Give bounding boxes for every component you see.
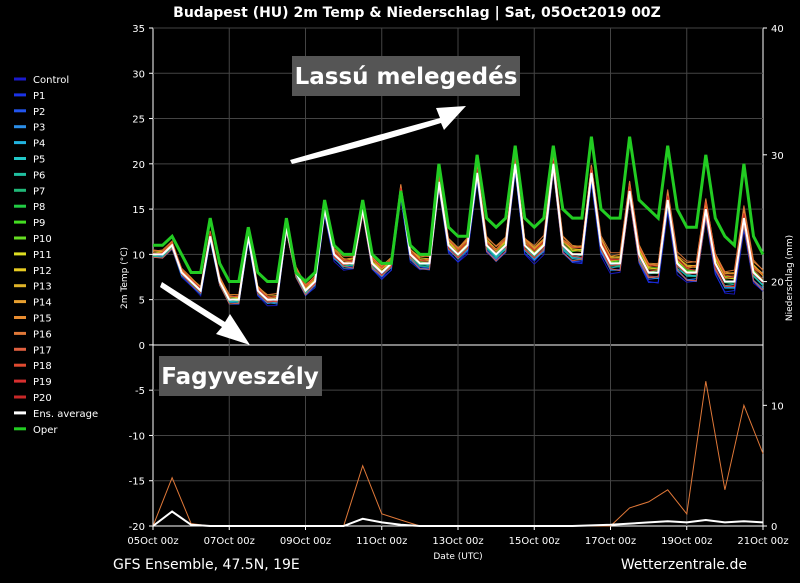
y-tick-label: 30	[132, 69, 145, 80]
y2-axis-ticks: 40 30 20 10 0	[763, 24, 784, 533]
legend-item: P15	[33, 314, 52, 325]
y2-tick-label: 0	[771, 522, 777, 533]
y-tick-label: 5	[139, 296, 145, 307]
x-axis-ticks: 05Oct 00z 07Oct 00z 09Oct 00z 11Oct 00z 13Oc…	[127, 526, 789, 547]
x-tick-label: 09Oct 00z	[280, 536, 331, 547]
legend-item: P1	[33, 91, 45, 102]
legend-item: P2	[33, 107, 45, 118]
legend-item: P11	[33, 250, 52, 261]
x-tick-label: 07Oct 00z	[204, 536, 255, 547]
y-tick-label: 10	[132, 250, 145, 261]
warming-annotation: Lassú melegedés	[290, 56, 520, 164]
frost-banner	[159, 356, 322, 396]
legend-item: P10	[33, 234, 52, 245]
warming-text: Lassú melegedés	[295, 64, 518, 90]
y-tick-label: 0	[139, 341, 145, 352]
x-tick-label: 13Oct 00z	[432, 536, 483, 547]
frost-text: Fagyveszély	[161, 364, 319, 390]
y2-axis-label: Niederschlag (mm)	[785, 235, 795, 321]
y-tick-label: -10	[129, 431, 145, 442]
x-axis-label: Date (UTC)	[433, 552, 482, 562]
temp-line-ens-average	[153, 163, 764, 301]
legend-item: P14	[33, 298, 52, 309]
frost-annotation: Fagyveszély	[159, 282, 322, 396]
legend-item: P6	[33, 170, 45, 181]
y2-tick-label: 10	[771, 401, 784, 412]
legend-item: Oper	[33, 425, 58, 436]
y-tick-label: -15	[129, 477, 145, 488]
legend-item: P16	[33, 329, 52, 340]
x-tick-label: 17Oct 00z	[585, 536, 636, 547]
y2-tick-label: 30	[771, 151, 784, 162]
x-tick-label: 11Oct 00z	[356, 536, 407, 547]
footer-left: GFS Ensemble, 47.5N, 19E	[113, 557, 300, 573]
y-tick-label: 20	[132, 160, 145, 171]
legend-item: Control	[33, 75, 69, 86]
x-tick-label: 05Oct 00z	[127, 536, 178, 547]
y-tick-label: 15	[132, 205, 145, 216]
y-tick-label: -5	[135, 386, 145, 397]
legend-item: P5	[33, 155, 45, 166]
legend-item: P7	[33, 186, 45, 197]
precip-line-ens-average	[152, 510, 764, 527]
y-axis-label: 2m Temp (°C)	[120, 247, 130, 309]
footer-right: Wetterzentrale.de	[621, 557, 747, 573]
y-tick-label: 35	[132, 24, 145, 35]
legend-item: P4	[33, 139, 45, 150]
x-tick-label: 21Oct 00z	[737, 536, 788, 547]
y2-tick-label: 40	[771, 24, 784, 35]
warming-banner	[292, 56, 520, 96]
legend-item: P20	[33, 393, 52, 404]
x-tick-label: 19Oct 00z	[661, 536, 712, 547]
legend-item: P17	[33, 345, 52, 356]
frost-arrow-icon	[160, 282, 250, 345]
x-tick-label: 15Oct 00z	[509, 536, 560, 547]
legend: Control P1 P2 P3 P4 P5 P6 P7 P8 P9 P10 P11 P12 P13 P14…	[14, 75, 98, 436]
legend-item: P8	[33, 202, 45, 213]
grid	[153, 27, 763, 526]
chart-title: Budapest (HU) 2m Temp & Niederschlag | S…	[173, 5, 661, 21]
y-axis-ticks: 35 30 25 20 15 10 5 0 -5 -10 -15 -20	[129, 24, 153, 533]
warming-arrow-icon	[290, 106, 466, 164]
legend-item: P12	[33, 266, 52, 277]
legend-item: P19	[33, 377, 52, 388]
legend-item: P3	[33, 123, 45, 134]
y2-tick-label: 20	[771, 278, 784, 289]
y-tick-label: 25	[132, 115, 145, 126]
temp-line-oper	[153, 136, 765, 284]
legend-item: P13	[33, 282, 52, 293]
legend-item: P9	[33, 218, 45, 229]
legend-item: P18	[33, 361, 52, 372]
legend-item: Ens. average	[33, 409, 98, 420]
series-layer	[152, 136, 765, 527]
y-tick-label: -20	[129, 522, 145, 533]
